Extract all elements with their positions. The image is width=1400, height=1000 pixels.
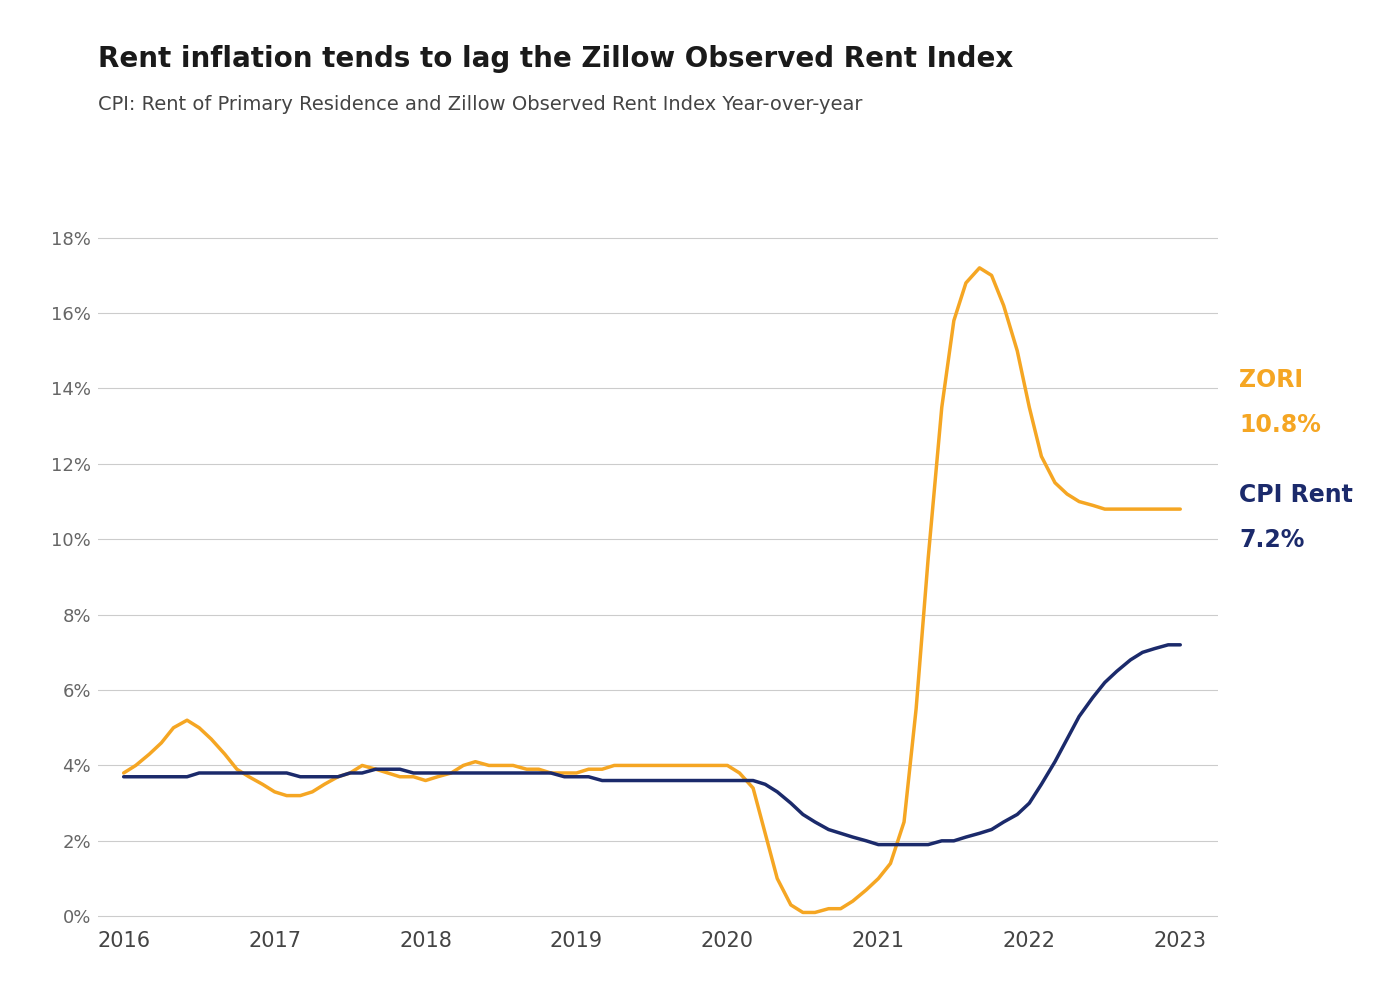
Text: ZORI: ZORI (1239, 368, 1303, 392)
Text: CPI Rent: CPI Rent (1239, 483, 1352, 507)
Text: 10.8%: 10.8% (1239, 413, 1320, 437)
Text: Rent inflation tends to lag the Zillow Observed Rent Index: Rent inflation tends to lag the Zillow O… (98, 45, 1014, 73)
Text: CPI: Rent of Primary Residence and Zillow Observed Rent Index Year-over-year: CPI: Rent of Primary Residence and Zillo… (98, 95, 862, 114)
Text: 7.2%: 7.2% (1239, 528, 1305, 552)
